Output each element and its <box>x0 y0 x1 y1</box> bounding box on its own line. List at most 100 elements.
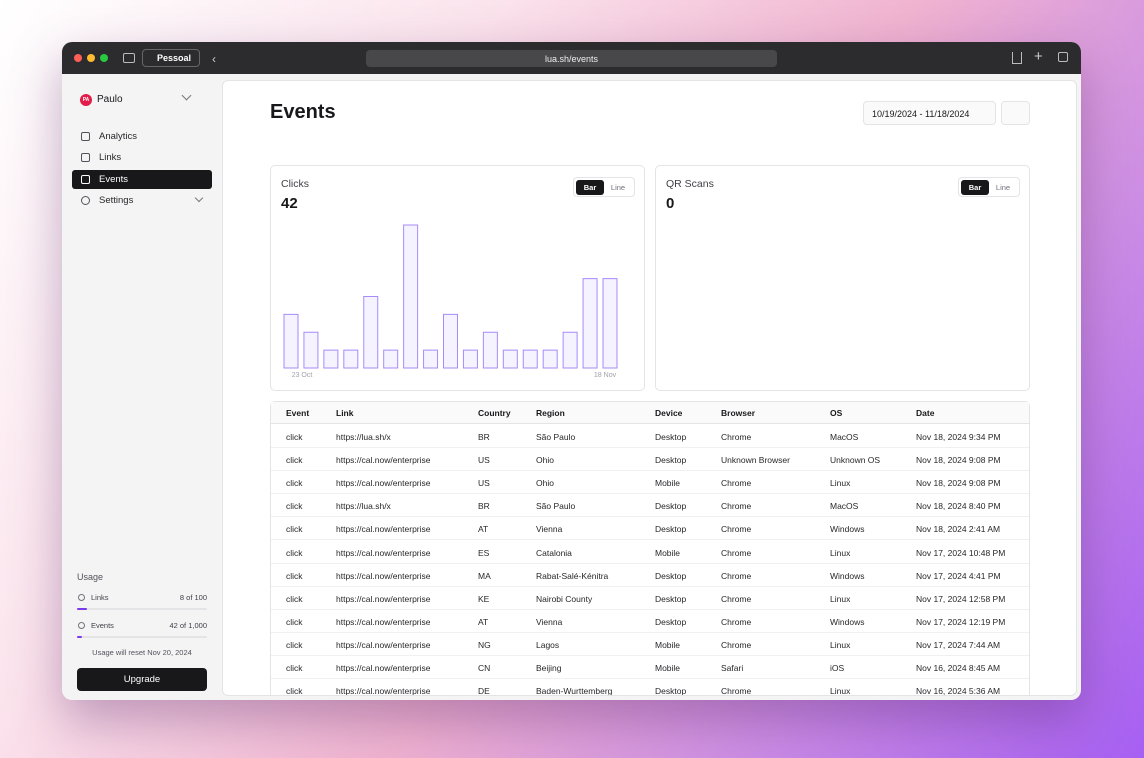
table-row[interactable] <box>271 494 1029 518</box>
column-header[interactable]: Browser <box>721 408 756 418</box>
table-cell: Nov 17, 2024 12:19 PM <box>916 616 1006 627</box>
nav-item[interactable]: Events <box>72 169 212 189</box>
column-header[interactable]: Region <box>536 408 565 418</box>
chart-title: QR Scans <box>666 178 714 190</box>
user-menu-chevron[interactable] <box>181 90 192 101</box>
column-header[interactable]: Country <box>478 408 511 418</box>
table-cell: https://cal.now/enterprise <box>336 663 431 673</box>
zoom-button[interactable] <box>100 54 108 62</box>
table-cell: click <box>286 639 303 650</box>
bar <box>423 349 439 369</box>
table-cell: Nov 17, 2024 10:48 PM <box>916 547 1006 558</box>
table-row[interactable] <box>271 541 1029 564</box>
toggle-option[interactable]: Line <box>610 183 626 192</box>
table-cell: iOS <box>830 663 845 673</box>
table-cell: AT <box>478 616 489 627</box>
tabs-button[interactable] <box>1058 52 1068 62</box>
table-cell: Vienna <box>536 616 563 627</box>
upgrade-button[interactable]: Upgrade <box>77 668 207 691</box>
profile-button[interactable]: Pessoal <box>142 49 200 67</box>
close-button[interactable] <box>74 54 82 62</box>
table-cell: Mobile <box>655 547 681 558</box>
share-button[interactable] <box>1012 52 1022 64</box>
nav-item[interactable]: Links <box>72 148 212 167</box>
bar <box>462 349 478 369</box>
chart-total: 42 <box>281 195 298 212</box>
column-header[interactable]: Device <box>655 408 683 418</box>
table-cell: https://lua.sh/x <box>336 501 391 512</box>
table-cell: Nov 18, 2024 9:08 PM <box>916 478 1001 489</box>
user-name[interactable]: Paulo <box>97 94 123 105</box>
minimize-button[interactable] <box>87 54 95 62</box>
table-cell: Ohio <box>536 478 554 489</box>
bar <box>383 349 399 369</box>
table-cell: https://cal.now/enterprise <box>336 455 431 466</box>
table-cell: AT <box>478 524 489 535</box>
table-cell: Desktop <box>655 570 687 581</box>
table-cell: BR <box>478 432 490 442</box>
table-cell: Nov 17, 2024 4:41 PM <box>916 570 1001 581</box>
table-cell: Desktop <box>655 455 687 466</box>
table-cell: Mobile <box>655 478 681 489</box>
toggle-option[interactable]: Line <box>995 183 1011 192</box>
column-header[interactable]: OS <box>830 408 843 418</box>
toggle-option[interactable]: Bar <box>961 180 989 195</box>
table-cell: click <box>286 432 303 442</box>
nav-item[interactable]: Settings <box>72 191 212 210</box>
table-cell: click <box>286 455 303 466</box>
usage-icon <box>78 594 85 601</box>
bar <box>343 349 359 369</box>
table-cell: US <box>478 455 490 466</box>
bar <box>303 331 319 369</box>
table-cell: Unknown OS <box>830 455 881 466</box>
table-row[interactable] <box>271 564 1029 587</box>
table-row[interactable] <box>271 587 1029 610</box>
table-cell: MacOS <box>830 501 859 512</box>
table-cell: Nov 17, 2024 12:58 PM <box>916 593 1006 604</box>
table-row[interactable] <box>271 448 1029 472</box>
usage-count: 8 of 100 <box>179 593 207 602</box>
sidebar-toggle[interactable] <box>123 53 135 63</box>
column-header[interactable]: Date <box>916 408 935 418</box>
table-cell: Chrome <box>721 639 752 650</box>
table-cell: US <box>478 478 490 489</box>
table-cell: click <box>286 663 303 673</box>
title-bar: Pessoal ‹ lua.sh/events + <box>62 42 1081 74</box>
nav-item[interactable]: Analytics <box>72 127 212 146</box>
table-cell: Desktop <box>655 593 687 604</box>
settings-button[interactable] <box>1001 101 1030 125</box>
toggle-option[interactable]: Bar <box>576 180 604 195</box>
events-table: Event Link Country Region Device Browser OS Dat… <box>270 401 1030 695</box>
table-cell: KE <box>478 593 490 604</box>
column-header[interactable]: Link <box>336 408 354 418</box>
table-cell: click <box>286 616 303 627</box>
table-row[interactable] <box>271 656 1029 679</box>
table-cell: Mobile <box>655 663 681 673</box>
table-row[interactable] <box>271 425 1029 448</box>
table-row[interactable] <box>271 517 1029 541</box>
table-row[interactable] <box>271 471 1029 495</box>
new-tab-button[interactable]: + <box>1034 48 1043 65</box>
date-range-button[interactable]: 10/19/2024 - 11/18/2024 <box>863 101 996 125</box>
bar <box>403 224 419 369</box>
table-row[interactable] <box>271 633 1029 656</box>
table-cell: Chrome <box>721 616 752 627</box>
table-cell: CN <box>478 663 491 673</box>
table-cell: https://cal.now/enterprise <box>336 570 431 581</box>
back-button[interactable]: ‹ <box>212 52 216 66</box>
table-cell: https://cal.now/enterprise <box>336 639 431 650</box>
table-cell: Nov 18, 2024 9:34 PM <box>916 432 1001 442</box>
chart-toggle: Bar Line <box>573 177 635 197</box>
table-cell: Nov 18, 2024 2:41 AM <box>916 524 1001 535</box>
table-cell: Desktop <box>655 616 687 627</box>
usage-title[interactable]: Usage <box>77 572 104 582</box>
bar <box>522 349 538 369</box>
table-row[interactable] <box>271 610 1029 633</box>
table-cell: https://cal.now/enterprise <box>336 478 431 489</box>
column-header[interactable]: Event <box>286 408 310 418</box>
address-bar[interactable]: lua.sh/events <box>366 50 777 67</box>
table-cell: click <box>286 524 303 535</box>
table-cell: Windows <box>830 570 865 581</box>
nav-icon <box>81 174 90 184</box>
nav-icon <box>81 132 90 141</box>
